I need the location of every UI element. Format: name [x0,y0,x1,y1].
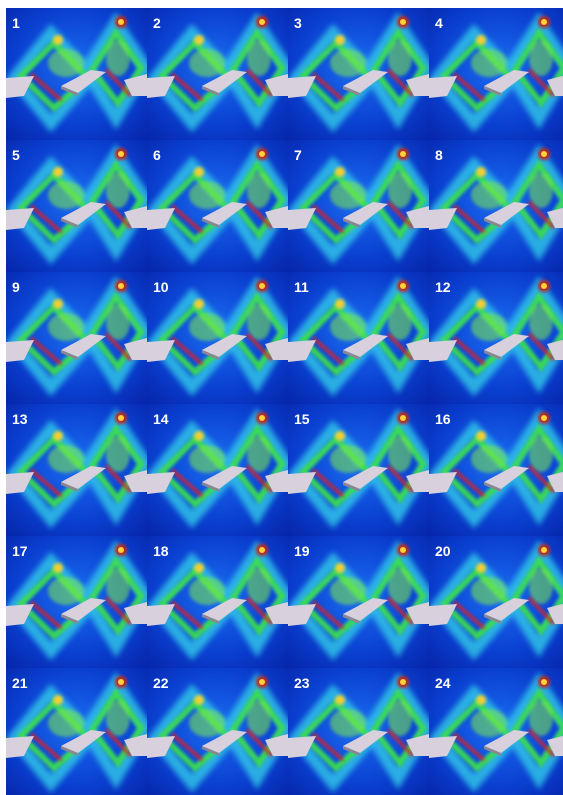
panel-label: 3 [294,15,302,31]
panel-label: 14 [153,411,169,427]
panel-image [288,8,429,140]
panel: 23 [288,668,429,795]
panel: 21 [6,668,147,795]
panel: 16 [429,404,563,536]
panel-label: 10 [153,279,169,295]
panel: 9 [6,272,147,404]
panel: 5 [6,140,147,272]
panel-label: 12 [435,279,451,295]
panel-label: 15 [294,411,310,427]
panel-label: 13 [12,411,28,427]
panel-label: 4 [435,15,443,31]
panel: 22 [147,668,288,795]
panel: 20 [429,536,563,668]
panel-image [147,140,288,272]
panel: 7 [288,140,429,272]
panel-label: 23 [294,675,310,691]
panel: 19 [288,536,429,668]
panel-label: 16 [435,411,451,427]
panel-label: 11 [294,279,309,295]
panel-image [288,140,429,272]
panel: 24 [429,668,563,795]
panel-label: 21 [12,675,28,691]
panel-image [288,272,429,404]
panel-label: 2 [153,15,161,31]
panel-image [6,272,147,404]
panel-label: 19 [294,543,310,559]
panel: 6 [147,140,288,272]
panel-label: 24 [435,675,451,691]
panel-label: 5 [12,147,20,163]
panel: 12 [429,272,563,404]
panel-label: 6 [153,147,161,163]
panel-label: 9 [12,279,20,295]
panel-label: 18 [153,543,169,559]
panel: 3 [288,8,429,140]
panel-label: 20 [435,543,451,559]
panel-label: 8 [435,147,443,163]
figure-grid: 123456789101112131415161718192021222324 [0,0,563,795]
panel-label: 7 [294,147,302,163]
panel: 15 [288,404,429,536]
panel: 1 [6,8,147,140]
panel: 4 [429,8,563,140]
panel-image [429,8,563,140]
panel: 14 [147,404,288,536]
panel: 13 [6,404,147,536]
panel-image [147,8,288,140]
panel-label: 22 [153,675,169,691]
panel: 18 [147,536,288,668]
panel: 17 [6,536,147,668]
panel: 8 [429,140,563,272]
panel-image [429,140,563,272]
panel: 10 [147,272,288,404]
panel-label: 17 [12,543,28,559]
panel-image [6,140,147,272]
panel-label: 1 [12,15,20,31]
panel: 11 [288,272,429,404]
panel: 2 [147,8,288,140]
panel-image [6,8,147,140]
